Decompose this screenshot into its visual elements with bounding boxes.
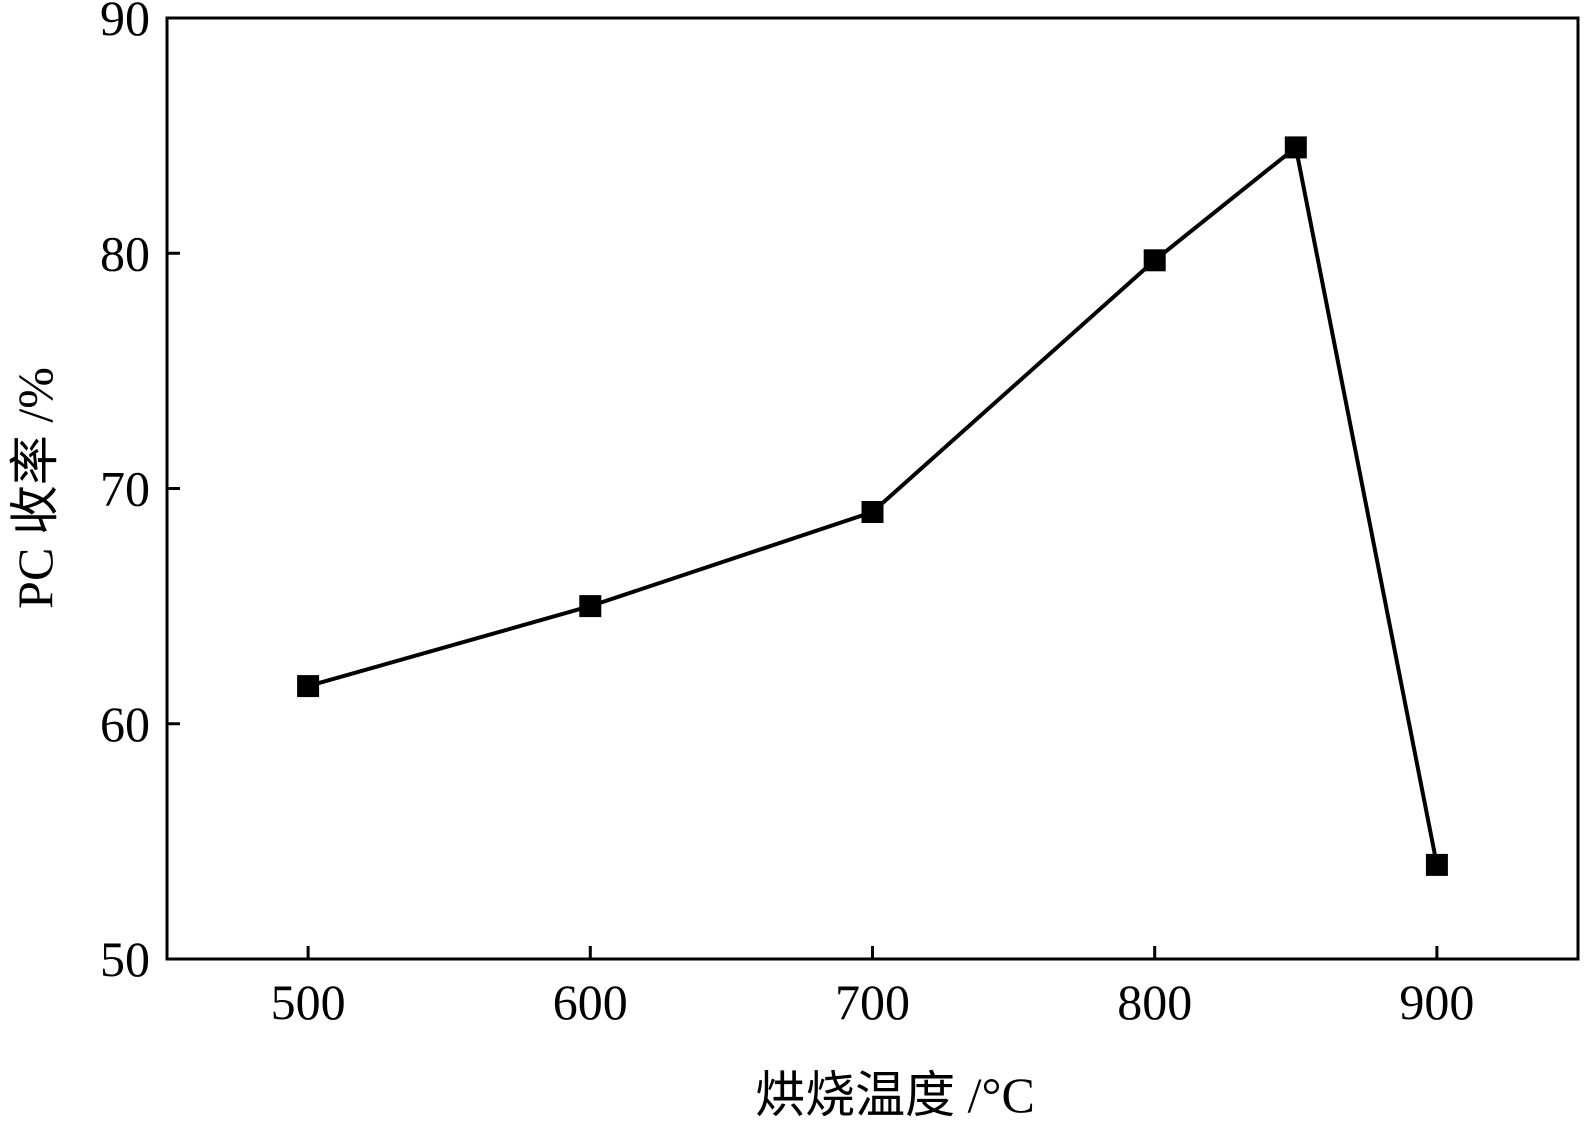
x-tick-label-800: 800	[1117, 974, 1192, 1030]
data-point-800	[1143, 249, 1166, 272]
x-tick-label-700: 700	[835, 974, 910, 1030]
x-axis-title: 烘烧温度 /°C	[755, 1067, 1035, 1123]
y-tick-label-70: 70	[100, 461, 150, 517]
series-line-0	[307, 145, 1439, 866]
series-layer	[297, 136, 1448, 876]
y-tick-label-60: 60	[100, 696, 150, 752]
y-axis-title: PC 收率 /%	[7, 367, 63, 609]
y-axis-ticks	[167, 16, 180, 961]
y-axis-tick-labels: 50 60 70 80 90	[100, 0, 150, 987]
x-tick-label-900: 900	[1399, 974, 1474, 1030]
y-tick-label-90: 90	[100, 0, 150, 46]
x-tick-label-600: 600	[553, 974, 628, 1030]
data-point-600	[579, 595, 602, 618]
y-tick-label-80: 80	[100, 225, 150, 281]
data-point-700	[861, 501, 884, 523]
data-point-850	[1284, 136, 1307, 159]
x-tick-label-500: 500	[271, 974, 346, 1030]
data-point-500	[297, 675, 320, 698]
data-point-900	[1425, 853, 1448, 876]
plot-frame	[165, 16, 1580, 961]
y-tick-label-50: 50	[100, 931, 150, 987]
x-axis-tick-labels: 500 600 700 800 900	[271, 974, 1475, 1030]
x-axis-ticks	[306, 946, 1439, 959]
